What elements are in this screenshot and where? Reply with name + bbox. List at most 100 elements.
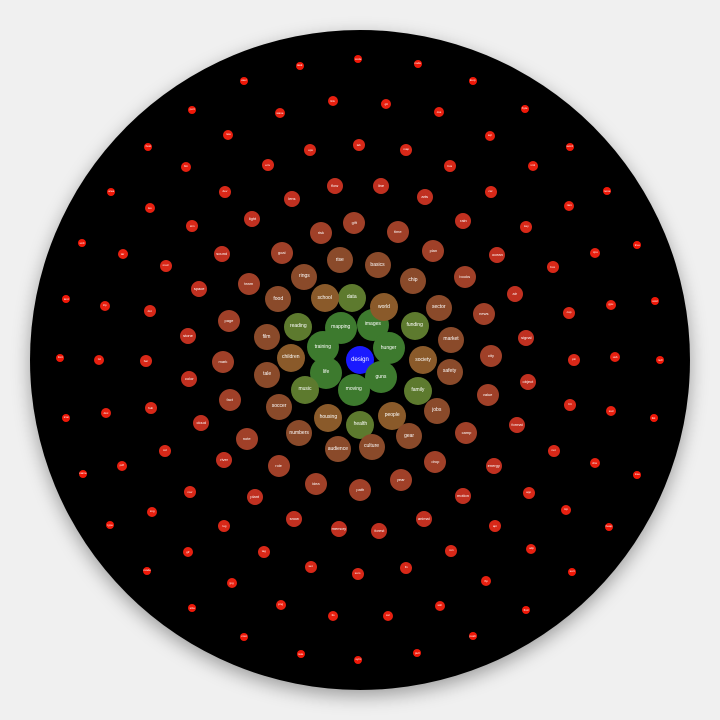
bubble-node[interactable]: sql — [485, 131, 495, 141]
bubble-node[interactable]: arts — [417, 189, 433, 205]
bubble-node[interactable]: fix — [400, 562, 412, 574]
bubble-node[interactable]: log — [218, 520, 230, 532]
bubble-node[interactable]: user — [240, 77, 248, 85]
bubble-node[interactable]: dot — [144, 305, 156, 317]
bubble-node[interactable]: animal — [416, 511, 432, 527]
bubble-node[interactable]: forest — [371, 523, 387, 539]
bubble-node[interactable]: memory — [331, 521, 347, 537]
bubble-node[interactable]: car — [485, 186, 497, 198]
bubble-node[interactable]: camp — [455, 422, 477, 444]
bubble-node[interactable]: usb — [610, 352, 620, 362]
bubble-node[interactable]: society — [409, 346, 437, 374]
bubble-node[interactable]: music — [291, 376, 319, 404]
bubble-node[interactable]: ssd — [606, 406, 616, 416]
bubble-node[interactable]: host — [144, 143, 152, 151]
bubble-node[interactable]: gear — [396, 423, 422, 449]
bubble-node[interactable]: ssl — [383, 611, 393, 621]
bubble-node[interactable]: pin — [568, 354, 580, 366]
bubble-node[interactable]: set — [305, 561, 317, 573]
bubble-node[interactable]: risk — [310, 222, 332, 244]
bubble-node[interactable]: iso — [145, 203, 155, 213]
bubble-node[interactable]: mapping — [325, 312, 357, 344]
bubble-node[interactable]: dns — [590, 458, 600, 468]
bubble-node[interactable]: wave — [275, 108, 285, 118]
bubble-node[interactable]: rate — [297, 650, 305, 658]
bubble-node[interactable]: hunger — [373, 332, 405, 364]
bubble-node[interactable]: ftp — [481, 576, 491, 586]
bubble-node[interactable]: tale — [254, 362, 280, 388]
bubble-node[interactable]: ocean — [489, 247, 505, 263]
bubble-node[interactable]: housing — [314, 404, 342, 432]
bubble-node[interactable]: time — [387, 221, 409, 243]
bubble-node[interactable]: none — [603, 187, 611, 195]
bubble-node[interactable]: flow — [327, 178, 343, 194]
bubble-node[interactable]: books — [454, 266, 476, 288]
bubble-node[interactable]: area — [107, 188, 115, 196]
bubble-node[interactable]: gift — [343, 212, 365, 234]
bubble-node[interactable]: numbers — [286, 420, 312, 446]
bubble-node[interactable]: git — [381, 99, 391, 109]
bubble-node[interactable]: bar — [140, 355, 152, 367]
bubble-node[interactable]: port — [188, 106, 196, 114]
bubble-node[interactable]: mark — [212, 351, 234, 373]
bubble-node[interactable]: cloud — [193, 415, 209, 431]
bubble-node[interactable]: guns — [365, 361, 397, 393]
bubble-node[interactable]: culture — [359, 434, 385, 460]
bubble-node[interactable]: year — [390, 469, 412, 491]
bubble-node[interactable]: key — [520, 221, 532, 233]
bubble-node[interactable]: map — [400, 144, 412, 156]
bubble-node[interactable]: air — [507, 286, 523, 302]
bubble-node[interactable]: rings — [291, 264, 317, 290]
bubble-node[interactable]: bus — [444, 160, 456, 172]
bubble-node[interactable]: code — [354, 55, 362, 63]
bubble-node[interactable]: col — [159, 445, 171, 457]
bubble-node[interactable]: txt — [94, 355, 104, 365]
bubble-node[interactable]: tar — [118, 249, 128, 259]
bubble-node[interactable]: net — [548, 445, 560, 457]
bubble-node[interactable]: object — [520, 374, 536, 390]
bubble-node[interactable]: heap — [605, 523, 613, 531]
bubble-node[interactable]: fact — [219, 389, 241, 411]
bubble-node[interactable]: food — [265, 286, 291, 312]
bubble-node[interactable]: lab — [353, 139, 365, 151]
bubble-node[interactable]: udp — [526, 544, 536, 554]
bubble-node[interactable]: page — [218, 310, 240, 332]
bubble-node[interactable]: void — [651, 297, 659, 305]
bubble-node[interactable]: audience — [325, 436, 351, 462]
bubble-node[interactable]: school — [311, 284, 339, 312]
bubble-node[interactable]: safety — [437, 359, 463, 385]
bubble-node[interactable]: plan — [422, 240, 444, 262]
bubble-node[interactable]: loop — [469, 77, 477, 85]
bubble-node[interactable]: goal — [271, 242, 293, 264]
bubble-node[interactable]: stone — [180, 328, 196, 344]
bubble-node[interactable]: city — [480, 345, 502, 367]
bubble-node[interactable]: energy — [486, 458, 502, 474]
bubble-node[interactable]: api — [489, 520, 501, 532]
bubble-node[interactable]: jpg — [227, 578, 237, 588]
bubble-node[interactable]: row — [184, 486, 196, 498]
bubble-node[interactable]: mode — [143, 567, 151, 575]
bubble-node[interactable]: run — [445, 545, 457, 557]
bubble-node[interactable]: children — [277, 344, 305, 372]
bubble-node[interactable]: market — [438, 327, 464, 353]
bubble-node[interactable]: format — [509, 417, 525, 433]
bubble-node[interactable]: icon — [62, 414, 70, 422]
bubble-node[interactable]: tcp — [561, 505, 571, 515]
bubble-node[interactable]: ssh — [435, 601, 445, 611]
bubble-node[interactable]: byte — [521, 105, 529, 113]
bubble-node[interactable]: sound — [214, 246, 230, 262]
bubble-node[interactable]: jobs — [424, 398, 450, 424]
bubble-node[interactable]: hub — [145, 402, 157, 414]
bubble-node[interactable]: env — [262, 159, 274, 171]
bubble-node[interactable]: river — [216, 452, 232, 468]
bubble-node[interactable]: doc — [101, 408, 111, 418]
bubble-node[interactable]: funding — [401, 312, 429, 340]
bubble-node[interactable]: font — [56, 354, 64, 362]
bubble-node[interactable]: task — [296, 62, 304, 70]
bubble-node[interactable]: mod — [160, 260, 172, 272]
bubble-node[interactable]: list — [650, 414, 658, 422]
bubble-node[interactable]: light — [244, 211, 260, 227]
bubble-node[interactable]: box — [547, 261, 559, 273]
bubble-node[interactable]: raw — [223, 130, 233, 140]
bubble-node[interactable]: ops — [304, 144, 316, 156]
